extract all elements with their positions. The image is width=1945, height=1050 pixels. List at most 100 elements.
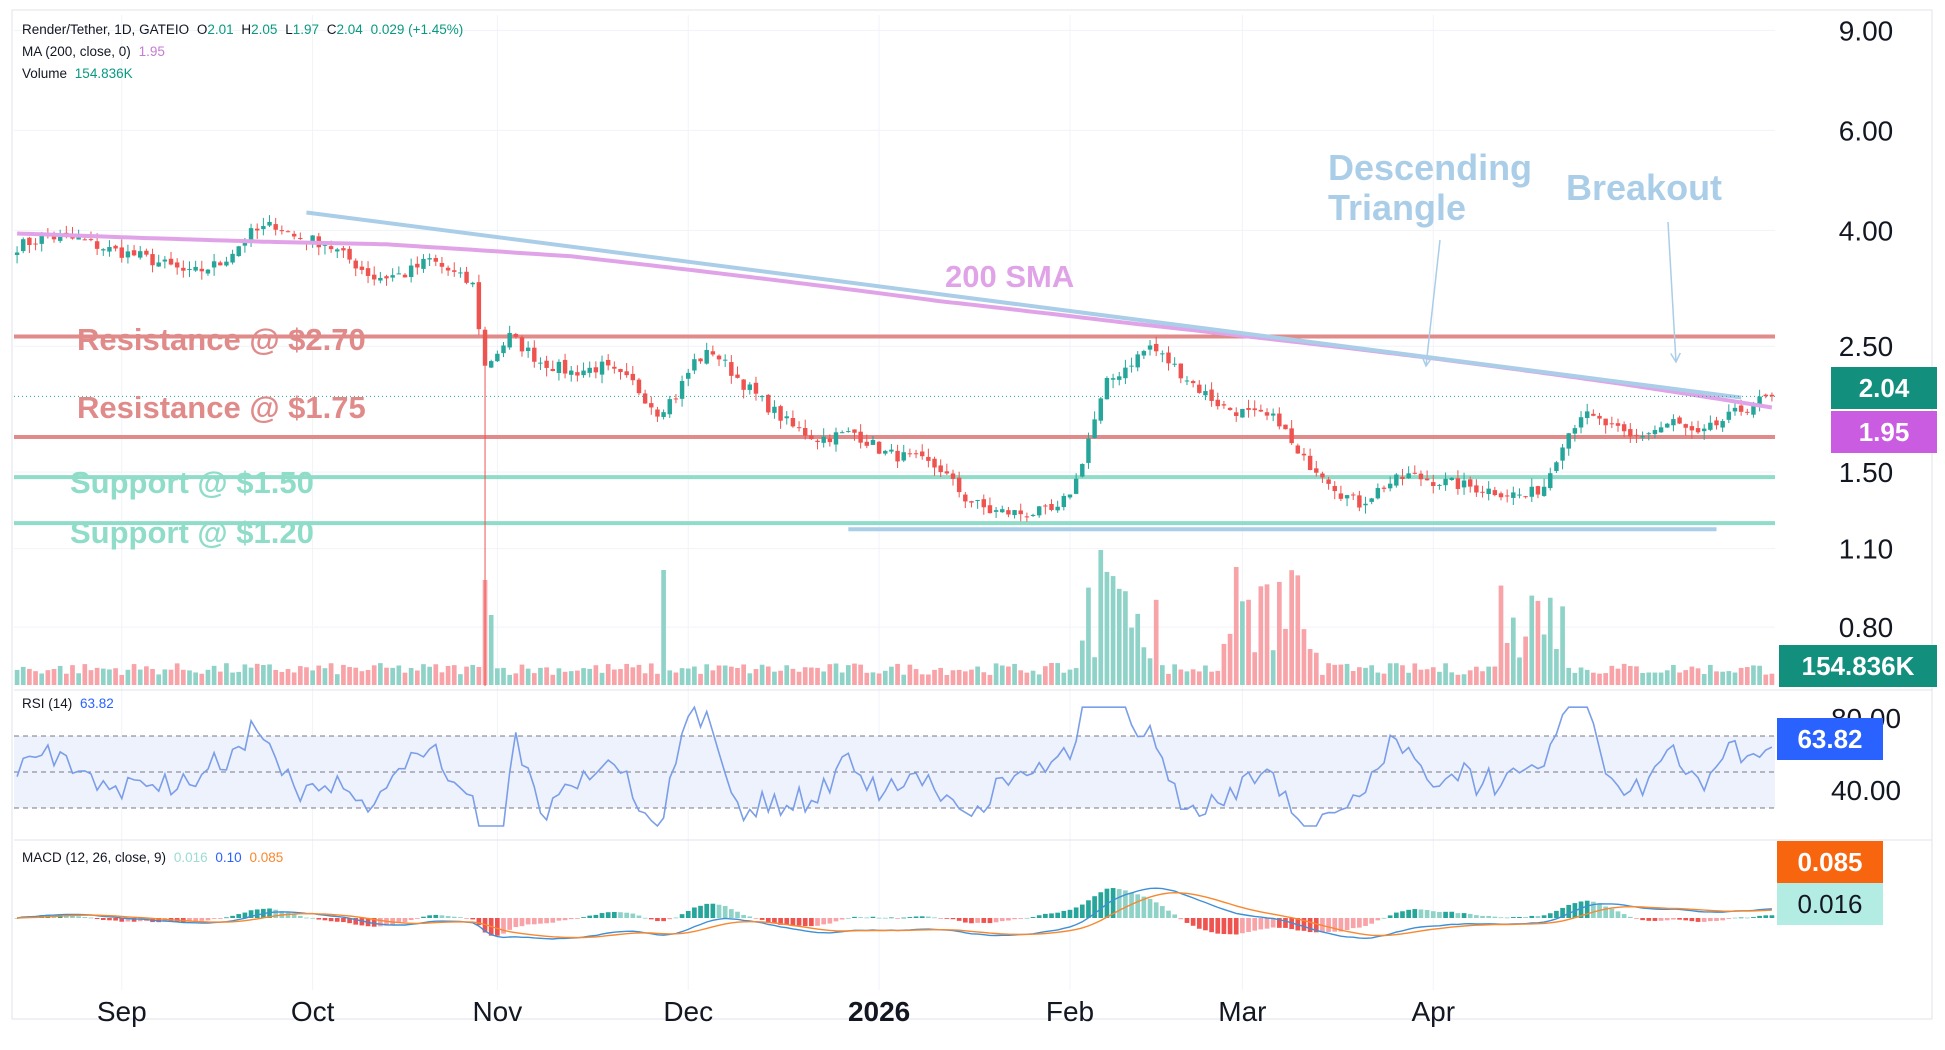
volume-bar <box>1708 664 1713 685</box>
candle-body <box>501 345 506 354</box>
volume-bar <box>728 666 734 685</box>
volume-bar <box>1467 670 1473 685</box>
time-tick-label: Sep <box>97 996 147 1027</box>
volume-bar <box>1412 663 1418 685</box>
volume-bar <box>1227 633 1233 685</box>
volume-bar <box>636 664 642 685</box>
volume-bar <box>1480 671 1485 685</box>
candle-body <box>347 248 352 260</box>
volume-bar <box>642 673 648 685</box>
candle-body <box>138 251 143 258</box>
volume-bar <box>581 668 586 685</box>
legend-rsi-value: 63.82 <box>80 696 114 711</box>
candle-body <box>390 275 395 278</box>
candle-body <box>1320 473 1325 478</box>
macd-hist-bar <box>1123 890 1128 918</box>
candle-body <box>1412 472 1418 474</box>
candle-body <box>1757 396 1762 407</box>
macd-hist-bar <box>1375 918 1381 921</box>
volume-bar <box>809 667 814 685</box>
macd-hist-bar <box>421 916 426 918</box>
candle-body <box>864 441 870 446</box>
candle-body <box>341 248 346 251</box>
legend-macd-hist: 0.016 <box>173 850 208 865</box>
candle-body <box>1357 495 1362 508</box>
candle-body <box>975 499 980 501</box>
macd-hist-bar <box>698 905 703 918</box>
macd-hist-bar <box>1615 911 1621 918</box>
candles <box>14 215 1775 687</box>
legend-vol-label: Volume <box>22 66 68 81</box>
volume-bar <box>513 673 519 685</box>
macd-hist-bar <box>304 917 309 919</box>
volume-bar <box>439 672 445 685</box>
candle-body <box>174 262 180 268</box>
legend-rsi-label: RSI (14) <box>22 696 73 711</box>
candle-body <box>1498 493 1504 498</box>
price-tick-label: 6.00 <box>1839 115 1894 146</box>
candle-body <box>1110 378 1116 380</box>
candle-body <box>901 452 906 461</box>
legend-vol-value: 154.836K <box>74 66 133 81</box>
candle-body <box>1258 409 1264 412</box>
macd-hist-bar <box>1129 892 1134 918</box>
candle-body <box>1769 394 1775 397</box>
candle-body <box>1443 478 1448 486</box>
macd-hist-bar <box>1763 915 1769 918</box>
candle-body <box>870 439 876 445</box>
volume-bar <box>1264 584 1270 685</box>
candle-body <box>1043 505 1048 507</box>
candle-body <box>1658 427 1664 433</box>
candle-body <box>907 453 913 455</box>
candle-body <box>710 351 716 355</box>
macd-hist-bar <box>1086 900 1091 918</box>
volume-bar <box>267 664 272 685</box>
volume-bar <box>507 674 513 685</box>
candle-body <box>753 382 759 394</box>
volume-bar <box>100 668 106 685</box>
macd-hist-bar <box>1437 911 1442 918</box>
macd-hist-bar <box>809 918 814 927</box>
sma-200-annotation: 200 SMA <box>945 259 1074 294</box>
macd-hist-bar <box>205 918 211 921</box>
candle-body <box>1098 398 1103 421</box>
candle-body <box>673 398 679 400</box>
volume-bar <box>1529 595 1535 685</box>
candle-body <box>1314 468 1319 473</box>
macd-hist-bar <box>1203 918 1208 931</box>
macd-hist-bar <box>1744 917 1750 919</box>
volume-bar <box>1246 599 1251 685</box>
candle-body <box>378 277 383 281</box>
volume-bar <box>451 665 457 685</box>
volume-bar <box>1129 627 1134 685</box>
volume-bar <box>1172 664 1177 685</box>
volume-bar <box>144 666 149 685</box>
macd-hist-bar <box>470 918 476 920</box>
volume-bar <box>784 665 790 685</box>
volume-bar <box>1215 670 1221 685</box>
macd-hist-bar <box>1381 917 1387 919</box>
candle-body <box>1486 488 1491 495</box>
volume-bar <box>901 674 907 685</box>
volume-bar <box>107 669 112 685</box>
candle-body <box>538 362 543 364</box>
macd-hist-bar <box>1350 918 1356 929</box>
volume-bar <box>1012 663 1017 685</box>
volume-bar <box>538 667 543 685</box>
candle-body <box>236 246 241 257</box>
macd-hist-bar <box>1369 918 1375 924</box>
candle-body <box>722 359 728 361</box>
volume-bar <box>1664 670 1670 685</box>
volume-bar <box>950 670 956 685</box>
macd-hist-bar <box>833 918 839 922</box>
volume-bar <box>1049 663 1054 685</box>
macd-hist-bar <box>630 913 636 918</box>
candle-body <box>1351 494 1356 496</box>
macd-hist-bar <box>876 917 882 919</box>
volume-bar <box>1609 665 1615 685</box>
volume-bar <box>944 674 950 685</box>
macd-hist-bar <box>999 918 1005 922</box>
macd-hist-bar <box>624 912 629 918</box>
price-tick-label: 1.50 <box>1839 457 1894 488</box>
